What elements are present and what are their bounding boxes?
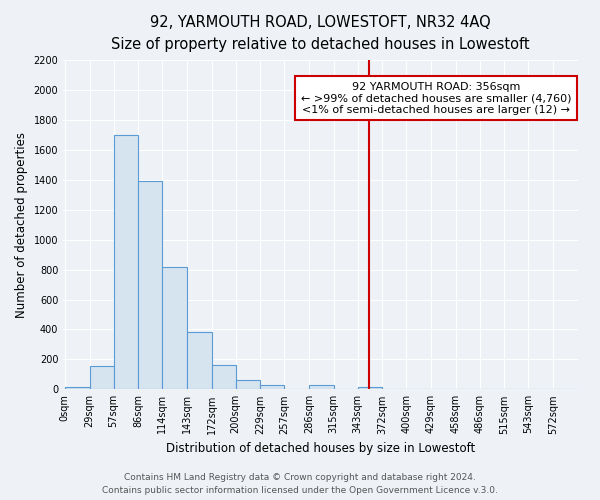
Bar bbox=[113, 135, 138, 390]
Text: 92 YARMOUTH ROAD: 356sqm  
← >99% of detached houses are smaller (4,760)
<1% of : 92 YARMOUTH ROAD: 356sqm ← >99% of detac… bbox=[301, 82, 571, 115]
Bar bbox=[358, 387, 382, 390]
Bar bbox=[212, 364, 236, 390]
Bar bbox=[138, 182, 162, 390]
X-axis label: Distribution of detached houses by size in Lowestoft: Distribution of detached houses by size … bbox=[166, 442, 475, 455]
Bar bbox=[309, 385, 334, 390]
Bar bbox=[236, 380, 260, 390]
Text: Contains HM Land Registry data © Crown copyright and database right 2024.
Contai: Contains HM Land Registry data © Crown c… bbox=[102, 474, 498, 495]
Bar bbox=[187, 332, 212, 390]
Bar bbox=[65, 387, 89, 390]
Title: 92, YARMOUTH ROAD, LOWESTOFT, NR32 4AQ
Size of property relative to detached hou: 92, YARMOUTH ROAD, LOWESTOFT, NR32 4AQ S… bbox=[111, 15, 530, 52]
Bar bbox=[89, 366, 113, 390]
Bar bbox=[162, 266, 187, 390]
Bar bbox=[260, 385, 284, 390]
Y-axis label: Number of detached properties: Number of detached properties bbox=[15, 132, 28, 318]
